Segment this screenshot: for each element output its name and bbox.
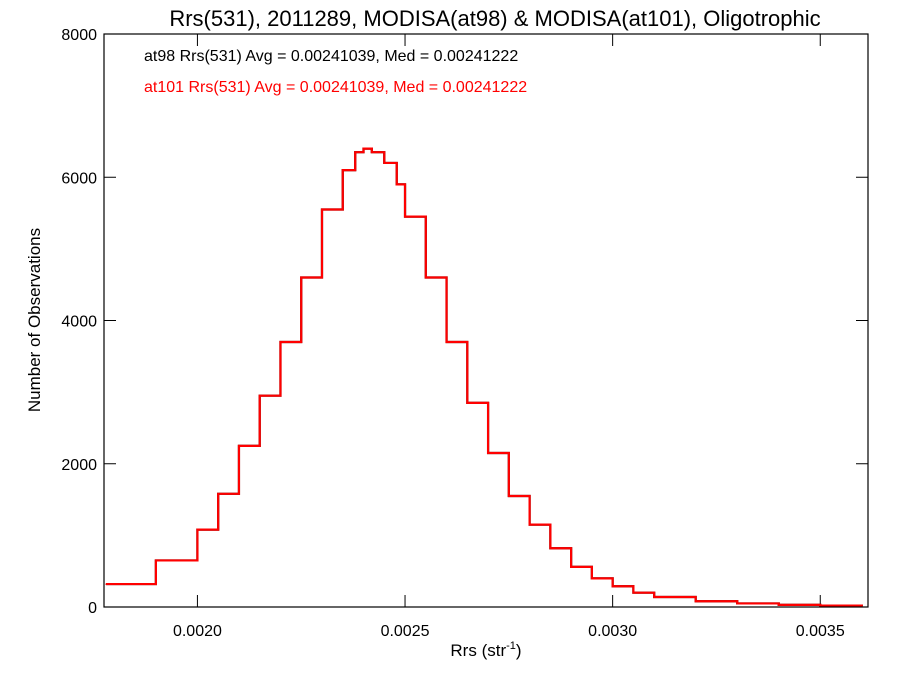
series-point-at101	[342, 169, 344, 171]
y-tick-label: 6000	[61, 170, 97, 187]
series-point-at101	[508, 495, 510, 497]
y-tick-label: 4000	[61, 314, 97, 331]
series-point-at101	[778, 604, 780, 606]
series-point-at101	[196, 529, 199, 531]
x-axis-label-close: )	[516, 641, 522, 660]
series-point-at101	[695, 600, 697, 602]
series-point-at101	[371, 151, 373, 153]
y-tick-label: 8000	[61, 27, 97, 44]
series-point-at101	[570, 566, 572, 568]
x-axis-label-main: Rrs (str	[450, 641, 506, 660]
series-point-at101	[612, 585, 614, 587]
series-point-at101	[736, 602, 738, 605]
series-line-at101	[106, 147, 863, 607]
series-point-at101	[362, 148, 365, 150]
x-tick-label: 0.0030	[588, 623, 637, 640]
stat-label-at98: at98 Rrs(531) Avg = 0.00241039, Med = 0.…	[144, 48, 518, 65]
series-point-at101	[105, 583, 107, 585]
series-point-at101	[404, 216, 406, 218]
series-point-at101	[445, 341, 448, 343]
plot-frame	[103, 33, 869, 608]
series-point-at101	[259, 395, 261, 397]
series-point-at101	[819, 604, 821, 607]
x-axis-ticks: 0.0020 0.0025 0.0030 0.0035	[173, 34, 845, 640]
series-point-at101	[591, 577, 593, 579]
series-point-at101	[321, 208, 323, 211]
stat-label-at101: at101 Rrs(531) Avg = 0.00241039, Med = 0…	[144, 79, 527, 96]
x-axis-label: Rrs (str-1)	[450, 640, 521, 660]
y-tick-label: 2000	[61, 457, 97, 474]
series-point-at101	[466, 402, 468, 404]
x-tick-label: 0.0020	[173, 623, 222, 640]
series-point-at101	[549, 547, 551, 549]
series-point-at101	[155, 559, 157, 562]
series-point-at101	[632, 592, 635, 594]
chart-title: Rrs(531), 2011289, MODISA(at98) & MODISA…	[169, 6, 820, 31]
series-point-at101	[487, 452, 489, 454]
series-point-at101	[396, 183, 398, 186]
series-point-at101	[383, 162, 385, 164]
series-point-at101	[653, 596, 655, 598]
x-tick-label: 0.0035	[796, 623, 845, 640]
series-point-at101	[238, 445, 240, 447]
x-axis-label-sup: -1	[506, 640, 516, 652]
series-point-at101	[425, 276, 427, 279]
series-line-at98	[106, 147, 863, 607]
y-axis-ticks: 0 2000 4000 6000 8000	[61, 27, 868, 617]
series-layer	[105, 147, 863, 607]
y-tick-label: 0	[88, 600, 97, 617]
series-point-at101	[279, 341, 282, 343]
y-axis-label: Number of Observations	[25, 228, 44, 412]
series-point-at101	[300, 276, 302, 279]
series-point-at101	[529, 524, 531, 526]
x-tick-label: 0.0025	[381, 623, 430, 640]
series-point-at101	[354, 151, 356, 153]
series-point-at101	[217, 493, 219, 495]
